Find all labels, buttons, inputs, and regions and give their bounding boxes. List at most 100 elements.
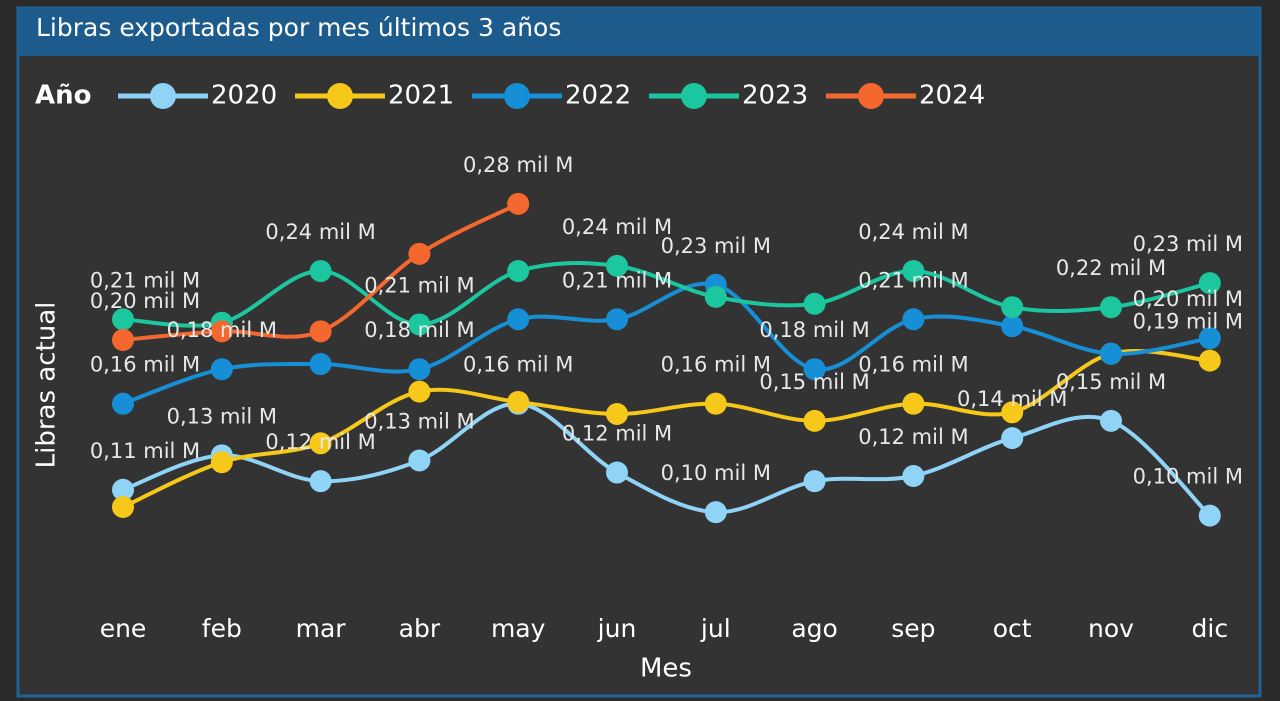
point	[210, 320, 233, 343]
point	[507, 260, 530, 283]
data-label: 0,19 mil M	[1133, 310, 1243, 334]
legend-label: 2020	[211, 81, 277, 111]
point	[112, 328, 134, 351]
x-tick-label: mar	[296, 614, 347, 643]
data-label: 0,23 mil M	[1133, 232, 1243, 256]
x-tick-label: jul	[700, 614, 731, 643]
x-axis-label: Mes	[640, 654, 692, 684]
point	[606, 461, 628, 484]
point	[309, 260, 332, 283]
point	[408, 313, 431, 336]
data-label: 0,18 mil M	[759, 318, 869, 342]
point	[1100, 342, 1122, 365]
x-tick-label: ago	[791, 614, 837, 643]
data-label: 0,11 mil M	[90, 439, 200, 463]
data-label: 0,18 mil M	[167, 318, 277, 342]
point	[210, 358, 233, 381]
point	[606, 308, 628, 331]
data-label: 0,13 mil M	[364, 410, 474, 434]
point	[803, 358, 826, 381]
data-label: 0,21 mil M	[90, 268, 200, 292]
legend-title: Año	[35, 81, 92, 111]
point	[1100, 296, 1122, 319]
point	[408, 358, 431, 381]
data-label: 0,21 mil M	[858, 268, 968, 292]
point	[902, 392, 925, 415]
data-label: 0,12 mil M	[858, 425, 968, 449]
data-label: 0,20 mil M	[1133, 287, 1243, 311]
panel	[16, 6, 1262, 698]
point	[1198, 349, 1221, 372]
point	[902, 308, 925, 331]
point	[112, 308, 134, 331]
data-label: 0,23 mil M	[661, 234, 771, 258]
x-tick-label: dic	[1192, 614, 1229, 643]
point	[704, 285, 727, 308]
data-label: 0,16 mil M	[90, 353, 200, 377]
data-label: 0,15 mil M	[759, 370, 869, 394]
legend-marker	[681, 83, 707, 109]
point	[1001, 401, 1024, 424]
data-label: 0,12 mil M	[562, 422, 672, 446]
data-label: 0,20 mil M	[90, 289, 200, 313]
data-label: 0,16 mil M	[858, 353, 968, 377]
point	[309, 470, 332, 493]
data-label: 0,13 mil M	[167, 404, 277, 428]
point	[507, 192, 530, 215]
legend-marker	[858, 83, 884, 109]
point	[704, 501, 727, 524]
point	[606, 254, 628, 277]
point	[507, 308, 530, 331]
point	[408, 449, 431, 472]
data-label: 0,10 mil M	[661, 461, 771, 485]
x-tick-label: may	[491, 614, 546, 643]
point	[803, 292, 826, 315]
legend-label: 2022	[565, 81, 631, 111]
data-label: 0,24 mil M	[265, 220, 375, 244]
x-tick-label: ene	[100, 614, 147, 643]
point	[507, 390, 530, 413]
data-label: 0,24 mil M	[562, 215, 672, 239]
point	[112, 496, 134, 518]
x-tick-label: nov	[1088, 614, 1134, 643]
point	[1001, 315, 1024, 338]
point	[1198, 504, 1221, 527]
point	[1001, 296, 1024, 319]
legend-label: 2021	[388, 81, 454, 111]
x-tick-label: jun	[597, 614, 637, 643]
data-label: 0,16 mil M	[661, 353, 771, 377]
x-tick-label: abr	[399, 614, 441, 643]
point	[1100, 409, 1122, 432]
point	[1198, 327, 1221, 350]
data-label: 0,21 mil M	[562, 268, 672, 292]
point	[309, 320, 332, 343]
point	[902, 465, 925, 487]
data-label: 0,10 mil M	[1133, 465, 1243, 489]
point	[1198, 272, 1221, 295]
point	[210, 451, 233, 474]
point	[309, 353, 332, 376]
y-axis-label: Libras actual	[32, 302, 62, 469]
point	[803, 409, 826, 432]
x-tick-label: feb	[202, 614, 242, 643]
x-tick-label: sep	[891, 614, 935, 643]
point	[704, 392, 727, 415]
point	[606, 403, 628, 425]
data-label: 0,15 mil M	[1056, 370, 1166, 394]
point	[309, 432, 332, 455]
legend-marker	[150, 83, 176, 109]
data-label: 0,28 mil M	[463, 153, 573, 177]
x-tick-label: oct	[993, 614, 1032, 643]
data-label: 0,12 mil M	[265, 430, 375, 454]
point	[408, 242, 431, 265]
legend-label: 2023	[742, 81, 808, 111]
point	[902, 260, 925, 283]
point	[112, 392, 134, 415]
data-label: 0,24 mil M	[858, 220, 968, 244]
data-label: 0,16 mil M	[463, 353, 573, 377]
chart-title: Libras exportadas por mes últimos 3 años	[36, 13, 561, 42]
data-label: 0,21 mil M	[364, 273, 474, 297]
legend-marker	[504, 83, 530, 109]
data-label: 0,22 mil M	[1056, 256, 1166, 280]
